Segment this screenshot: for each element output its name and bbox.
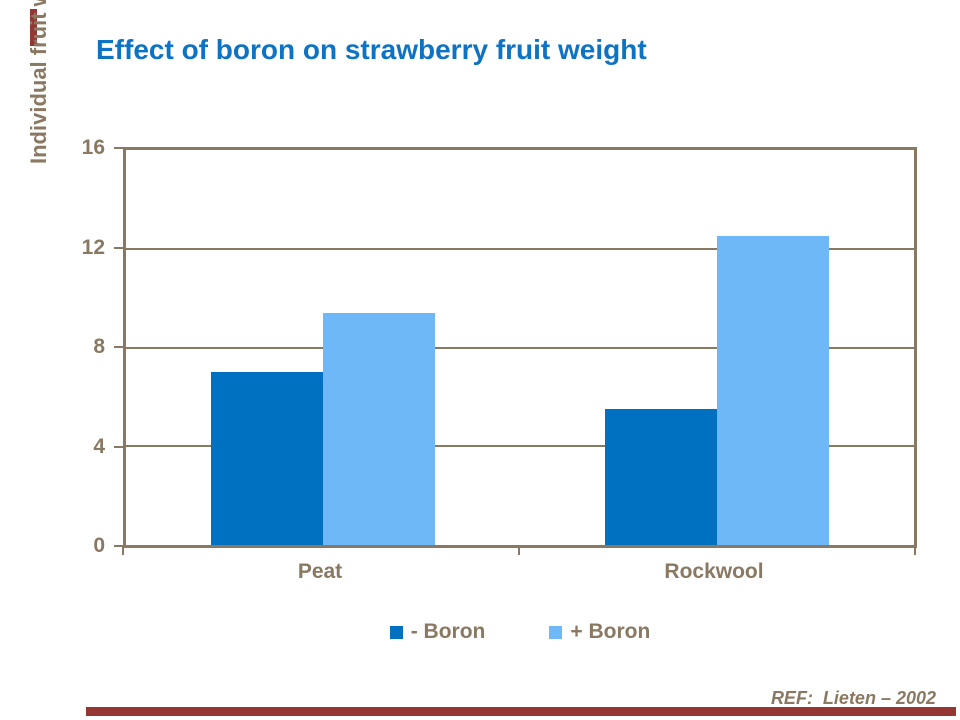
- y-tick-mark-8: [114, 346, 123, 348]
- y-tick-mark-16: [114, 147, 123, 149]
- legend-swatch-minus-boron: [389, 625, 403, 639]
- y-tick-mark-4: [114, 445, 123, 448]
- y-tick-label-4: 4: [93, 434, 105, 458]
- legend-item-plus-boron: + Boron: [549, 620, 650, 644]
- y-tick-mark-12: [114, 246, 123, 249]
- gridline-y-8: [126, 346, 914, 349]
- legend-label-plus-boron: + Boron: [570, 620, 651, 643]
- bar-rockwool-plus-boron: [717, 236, 829, 545]
- y-tick-mark-0: [114, 545, 123, 547]
- y-tick-label-12: 12: [81, 235, 105, 259]
- legend-swatch-plus-boron: [549, 625, 563, 639]
- chart-title: Effect of boron on strawberry fruit weig…: [96, 34, 647, 65]
- bottom-accent-bar: [86, 707, 956, 716]
- y-tick-label-8: 8: [93, 335, 105, 358]
- x-tick-mark-2: [914, 547, 916, 555]
- x-tick-mark-0: [122, 547, 124, 555]
- legend-item-minus-boron: - Boron: [389, 620, 486, 644]
- gridline-y-12: [126, 247, 914, 250]
- bar-rockwool-minus-boron: [605, 409, 717, 545]
- legend: - Boron + Boron: [123, 620, 917, 644]
- plot-area: [123, 147, 917, 548]
- legend-label-minus-boron: - Boron: [410, 620, 486, 643]
- x-category-label-peat: Peat: [297, 560, 343, 583]
- bar-peat-plus-boron: [323, 312, 435, 545]
- bar-peat-minus-boron: [211, 372, 323, 545]
- x-tick-mark-1: [518, 547, 520, 555]
- y-tick-label-0: 0: [93, 534, 105, 557]
- x-category-label-rockwool: Rockwool: [664, 560, 764, 583]
- gridline-y-4: [126, 445, 914, 448]
- y-tick-label-16: 16: [81, 136, 105, 159]
- top-left-accent-bar: [30, 9, 37, 46]
- reference-text: REF: Lieten – 2002: [770, 688, 936, 708]
